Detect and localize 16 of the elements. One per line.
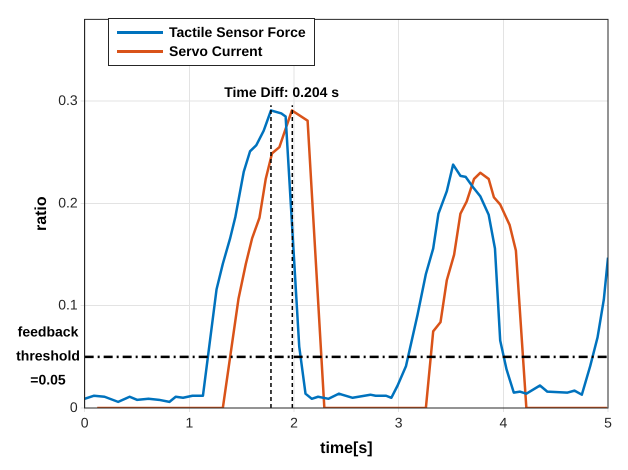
x-tick-label: 3 [394, 414, 403, 430]
x-tick-label: 4 [499, 414, 508, 430]
x-axis-title: time[s] [320, 440, 373, 457]
y-tick-label: 0.2 [58, 194, 78, 210]
legend-label: Servo Current [169, 42, 262, 61]
x-tick-label: 2 [290, 414, 298, 430]
x-tick-label: 0 [80, 414, 89, 430]
y-axis-title: ratio [33, 196, 50, 232]
legend-label: Tactile Sensor Force [169, 23, 306, 42]
annotation: Time Diff: 0.204 s [224, 84, 340, 100]
y-tick-label: 0.3 [58, 92, 78, 108]
y-tick-label: 0.1 [58, 296, 78, 313]
x-tick-label: 1 [185, 414, 194, 430]
ref-line-label: feedback threshold =0.05 [16, 324, 80, 388]
x-tick-label: 5 [604, 414, 612, 430]
y-tick-label: 0 [70, 398, 78, 415]
